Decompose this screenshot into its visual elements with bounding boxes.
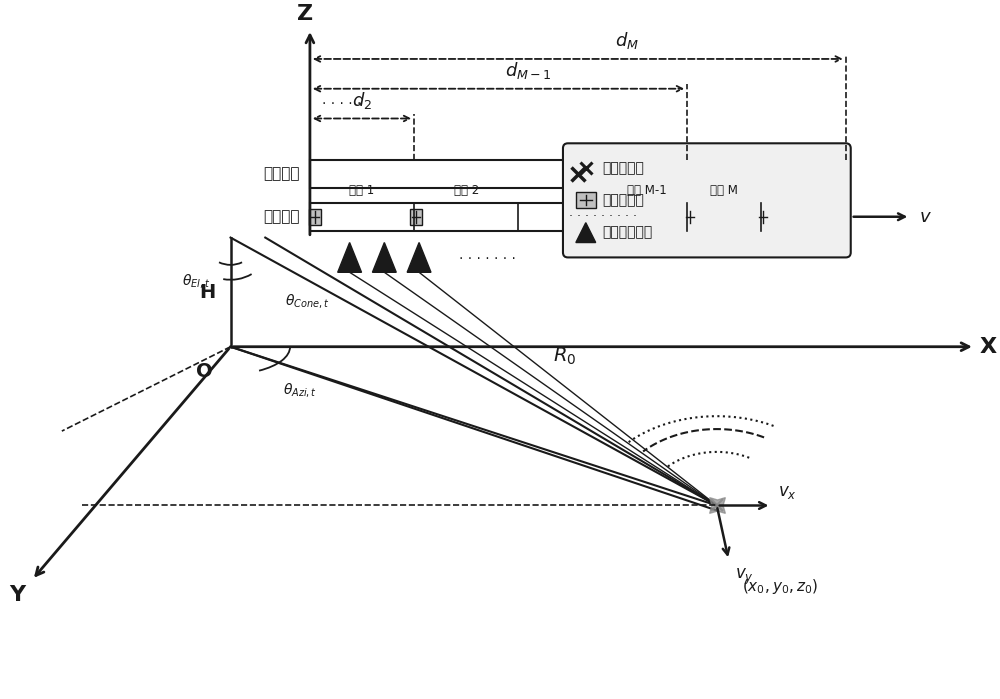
Text: 等效相位中心: 等效相位中心 <box>603 226 653 240</box>
Text: 接收机位置: 接收机位置 <box>603 193 645 207</box>
Text: Y: Y <box>9 585 25 605</box>
Text: 通道 M-1: 通道 M-1 <box>627 184 667 197</box>
Polygon shape <box>576 223 596 243</box>
Text: Z: Z <box>297 4 313 24</box>
Text: X: X <box>980 337 997 356</box>
Text: 发射天线: 发射天线 <box>263 166 300 182</box>
Bar <box>310 203 846 231</box>
Text: $v_y$: $v_y$ <box>735 567 753 587</box>
Text: 接收天线: 接收天线 <box>263 209 300 224</box>
Text: $\theta_{Cone,t}$: $\theta_{Cone,t}$ <box>285 292 330 310</box>
Text: $R_0$: $R_0$ <box>553 346 576 367</box>
Polygon shape <box>338 243 362 273</box>
Text: $d_M$: $d_M$ <box>615 30 639 51</box>
Text: 通道 M: 通道 M <box>710 184 738 197</box>
Text: $d_{M-1}$: $d_{M-1}$ <box>505 60 552 81</box>
Text: · · · · · · · · ·: · · · · · · · · · <box>569 210 637 223</box>
FancyBboxPatch shape <box>563 143 851 257</box>
Text: $(x_0, y_0, z_0)$: $(x_0, y_0, z_0)$ <box>742 577 818 596</box>
Text: $d_2$: $d_2$ <box>352 89 372 110</box>
Text: $\theta_{El,t}$: $\theta_{El,t}$ <box>182 273 210 290</box>
Text: 发射机位置: 发射机位置 <box>603 161 645 175</box>
Text: 通道 2: 通道 2 <box>454 184 479 197</box>
Polygon shape <box>407 243 431 273</box>
Text: O: O <box>196 361 213 381</box>
Text: · · · · ·: · · · · · <box>322 96 361 110</box>
Bar <box>309 209 321 224</box>
Bar <box>410 209 422 224</box>
Text: 通道 1: 通道 1 <box>349 184 374 197</box>
Text: $v_x$: $v_x$ <box>778 482 797 500</box>
Text: · · · · · · ·: · · · · · · · <box>459 252 516 266</box>
Bar <box>684 209 696 224</box>
Bar <box>757 209 769 224</box>
Polygon shape <box>372 243 396 273</box>
Text: $\theta_{Azi,t}$: $\theta_{Azi,t}$ <box>283 382 317 399</box>
Text: v: v <box>920 208 931 226</box>
Text: H: H <box>199 282 216 302</box>
Bar <box>310 160 846 188</box>
Bar <box>576 192 596 208</box>
